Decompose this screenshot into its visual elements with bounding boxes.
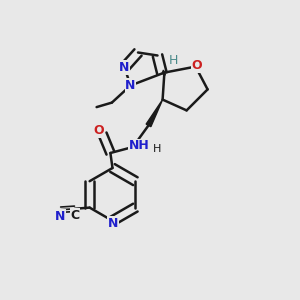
Text: NH: NH: [128, 139, 149, 152]
Text: H: H: [153, 144, 161, 154]
Text: N: N: [125, 79, 136, 92]
Text: N: N: [108, 217, 118, 230]
Text: O: O: [93, 124, 104, 137]
Text: O: O: [191, 59, 202, 72]
Text: H: H: [169, 53, 178, 67]
Text: N: N: [119, 61, 130, 74]
Text: N: N: [54, 210, 65, 223]
Text: C: C: [70, 209, 80, 222]
Polygon shape: [146, 100, 163, 127]
Polygon shape: [162, 70, 165, 75]
